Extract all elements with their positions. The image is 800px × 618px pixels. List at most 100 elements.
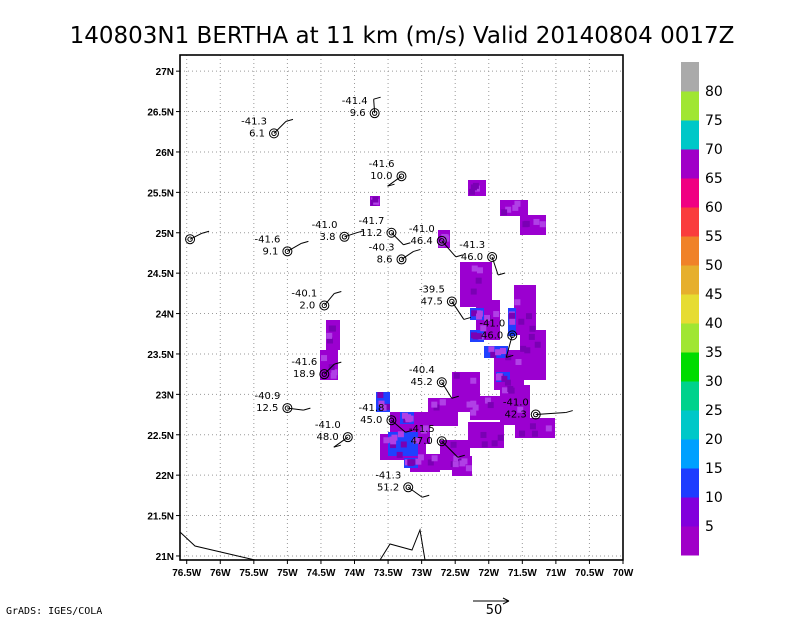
radar-echo-pixel — [517, 406, 524, 413]
station-inner-ring — [489, 254, 495, 260]
station-wind-speed: 8.6 — [377, 254, 393, 265]
dropsonde-station: -41.046.4 — [409, 224, 463, 258]
radar-echo-pixel — [523, 220, 530, 227]
radar-echo-pixel — [475, 277, 482, 284]
station-inner-ring — [398, 256, 405, 263]
x-tick-label: 76W — [210, 568, 231, 579]
radar-echo-pixel — [466, 401, 473, 408]
radar-echo-pixel — [413, 437, 420, 444]
y-tick-label: 22N — [156, 471, 174, 482]
radar-echo-pixel — [515, 358, 522, 365]
radar-echo-pixel — [504, 379, 511, 386]
y-tick-label: 21.5N — [147, 512, 174, 523]
radar-echoes — [320, 180, 555, 476]
radar-echo-pixel — [383, 403, 390, 410]
radar-echo-pixel — [453, 455, 460, 462]
dropsonde-station: -40.912.5 — [255, 391, 311, 414]
dropsonde-station: -41.042.3 — [503, 398, 573, 421]
radar-echo-pixel — [427, 459, 434, 466]
radar-echo-pixel — [470, 377, 477, 384]
coastlines — [179, 528, 426, 561]
y-tick-label: 26.5N — [147, 108, 174, 119]
reference-vector-label: 50 — [486, 603, 503, 618]
station-wind-speed: 46.0 — [481, 330, 503, 341]
station-outer-ring — [319, 300, 330, 311]
radar-echo-pixel — [472, 182, 479, 189]
station-temperature: -41.3 — [375, 470, 401, 481]
station-temperature: -41.3 — [459, 240, 485, 251]
station-wind-speed: 9.1 — [262, 246, 278, 257]
wind-barb-flag — [301, 240, 309, 244]
station-outer-ring — [282, 403, 293, 414]
radar-echo-pixel — [534, 341, 541, 348]
radar-echo-pixel — [415, 458, 422, 465]
wind-barb-shaft — [373, 99, 376, 114]
radar-echo-pixel — [383, 437, 390, 444]
station-outer-ring — [342, 432, 353, 443]
x-tick-label: 75W — [277, 568, 298, 579]
radar-echo-pixel — [400, 441, 407, 448]
x-tick-label: 71W — [546, 568, 567, 579]
dropsonde-station: -41.048.0 — [315, 420, 353, 448]
radar-echo-pixel — [327, 337, 334, 344]
colorbar-label: 20 — [705, 432, 723, 448]
radar-echo-pixel — [484, 314, 491, 321]
colorbar-label: 5 — [705, 519, 714, 535]
colorbar-label: 50 — [705, 258, 723, 274]
station-outer-ring — [386, 227, 397, 238]
radar-echo-pixel — [329, 325, 336, 332]
wind-barb-shaft — [401, 251, 414, 260]
station-outer-ring — [436, 377, 447, 388]
wind-barb-flag — [497, 272, 506, 276]
station-outer-ring — [487, 252, 498, 262]
radar-echo-pixel — [488, 346, 495, 353]
radar-echo-pixel — [499, 348, 506, 355]
station-inner-ring — [341, 234, 348, 240]
station-wind-speed: 47.5 — [421, 296, 443, 307]
radar-echo-pixel — [470, 332, 477, 339]
y-tick-label: 24N — [156, 310, 174, 321]
wind-barb-flag — [201, 230, 210, 234]
wind-barb-shaft — [505, 335, 513, 358]
station-temperature: -41.3 — [241, 116, 267, 127]
station-wind-speed: 12.5 — [256, 403, 278, 414]
station-outer-ring — [396, 171, 407, 182]
y-tick-label: 22.5N — [147, 431, 174, 442]
station-wind-speed: 6.1 — [249, 128, 265, 139]
wind-barb-flag — [403, 242, 411, 246]
radar-echo-pixel — [470, 400, 477, 407]
station-outer-ring — [185, 234, 196, 245]
wind-barb-shaft — [287, 407, 304, 411]
dropsonde-station: -39.547.5 — [419, 284, 471, 320]
reference-arrow-head — [502, 597, 510, 605]
x-tick-label: 72.5W — [441, 568, 470, 579]
station-temperature: -41.4 — [342, 96, 368, 107]
wind-barb-shaft — [491, 256, 499, 276]
radar-echo-pixel — [475, 333, 482, 340]
radar-echo-pixel — [520, 345, 527, 352]
x-tick-label: 75.5W — [239, 568, 268, 579]
radar-echo-pixel — [476, 267, 483, 274]
colorbar-segment — [681, 439, 699, 469]
radar-echo-pixel — [518, 318, 525, 325]
y-tick-label: 26N — [156, 148, 174, 159]
colorbar-label: 30 — [705, 374, 723, 390]
colorbar-label: 60 — [705, 200, 723, 216]
x-tick-label: 70W — [613, 568, 634, 579]
radar-echo-pixel — [529, 325, 536, 332]
y-axis: 21N 21.5N 22N 22.5N 23N 23.5N 24N 24.5N 25N 25.5N… — [147, 67, 180, 563]
radar-echo-pixel — [507, 386, 514, 393]
wind-barb-shaft — [189, 232, 203, 240]
dropsonde-station: -40.38.6 — [369, 242, 421, 265]
radar-echo-block — [520, 215, 546, 235]
radar-echo-pixel — [450, 441, 457, 448]
coastline — [179, 531, 256, 561]
station-temperature: -40.4 — [409, 365, 435, 376]
radar-echo-pixel — [533, 218, 540, 225]
colorbar-segment — [681, 236, 699, 266]
colorbar-label: 65 — [705, 171, 723, 187]
radar-echo-pixel — [481, 441, 488, 448]
colorbar-label: 25 — [705, 403, 723, 419]
radar-echo-pixel — [496, 373, 503, 380]
radar-echo-pixel — [391, 434, 398, 441]
